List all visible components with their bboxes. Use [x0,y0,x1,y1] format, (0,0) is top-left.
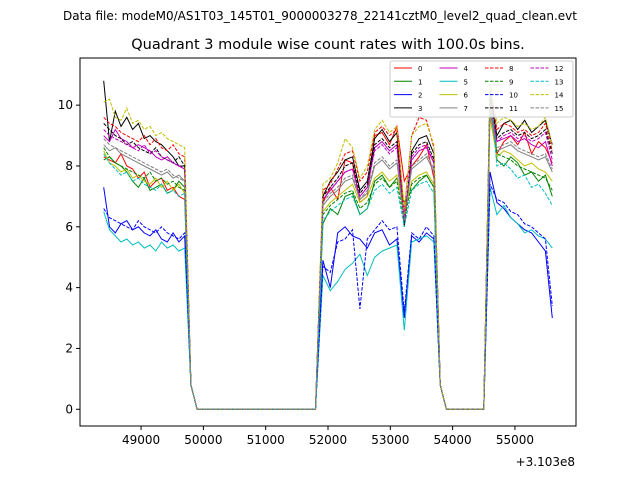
x-tick-label: 55000 [496,433,534,447]
legend-label: 7 [464,105,468,113]
series-line-11 [103,95,553,410]
legend-label: 13 [555,78,564,86]
series-line-14 [103,83,553,410]
legend-label: 3 [418,105,422,113]
legend-label: 8 [509,65,513,73]
chart-title: Quadrant 3 module wise count rates with … [131,37,525,53]
legend-label: 2 [418,92,422,100]
legend-label: 15 [555,105,564,113]
series-line-3 [103,80,553,410]
y-tick-label: 6 [65,220,73,234]
suptitle: Data file: modeM0/AS1T03_145T01_90000032… [63,9,577,23]
series-line-9 [103,99,553,410]
x-tick-label: 51000 [247,433,285,447]
legend-label: 1 [418,78,422,86]
plot-area [103,80,553,410]
x-tick-label: 52000 [309,433,347,447]
series-line-10 [103,183,553,410]
series-line-15 [103,105,553,410]
x-axis: 49000 50000 51000 52000 53000 54000 55000 [122,426,534,447]
y-tick-label: 4 [65,281,73,295]
x-tick-label: 53000 [371,433,409,447]
y-tick-label: 10 [58,98,73,112]
legend-label: 14 [555,92,564,100]
x-tick-label: 49000 [122,433,160,447]
series-line-8 [103,86,553,410]
legend-label: 9 [509,78,513,86]
x-tick-label: 54000 [434,433,472,447]
y-tick-label: 2 [65,341,73,355]
series-line-12 [103,102,553,410]
legend-label: 0 [418,65,422,73]
series-line-2 [103,171,553,410]
legend-label: 5 [464,78,468,86]
y-tick-label: 0 [65,402,73,416]
legend-label: 10 [509,92,518,100]
legend-label: 4 [464,65,469,73]
y-tick-label: 8 [65,159,73,173]
series-line-13 [103,86,553,410]
legend-label: 6 [464,92,469,100]
x-offset-label: +3.103e8 [516,455,575,469]
legend-label: 12 [555,65,564,73]
y-axis: 0 2 4 6 8 10 [58,98,80,416]
legend-box [389,60,574,118]
series-line-5 [103,187,553,410]
legend-label: 11 [509,105,518,113]
x-tick-label: 50000 [184,433,222,447]
